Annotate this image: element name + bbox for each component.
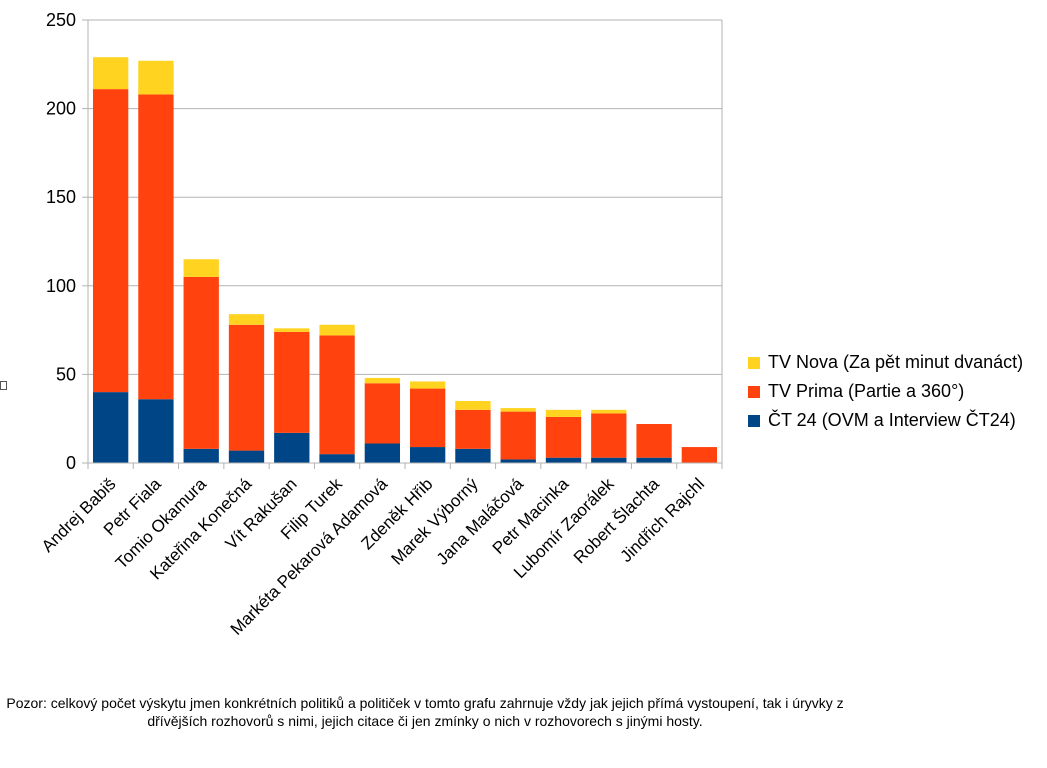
grid-lines — [88, 19, 722, 464]
legend-swatch-prima — [748, 385, 760, 398]
bar-segment-nova-7 — [409, 381, 446, 389]
bar-segment-ct24-10 — [545, 457, 582, 463]
legend: TV Nova (Za pět minut dvanáct) TV Prima … — [748, 348, 1023, 435]
bar-segment-nova-6 — [364, 377, 401, 384]
bar-segment-nova-3 — [228, 314, 265, 325]
bar-segment-prima-6 — [364, 383, 401, 444]
y-tick-label: 100 — [46, 276, 76, 296]
bar-segment-ct24-2 — [183, 448, 219, 463]
bar-segment-prima-0 — [92, 89, 129, 393]
bar-segment-prima-3 — [228, 324, 265, 451]
bar-segment-ct24-5 — [319, 454, 355, 463]
legend-item-nova: TV Nova (Za pět minut dvanáct) — [748, 348, 1023, 377]
bar-segment-prima-1 — [138, 94, 174, 400]
y-tick-label: 250 — [46, 10, 76, 30]
y-tick-label: 150 — [46, 187, 76, 207]
bar-segment-nova-5 — [319, 324, 355, 336]
bar-segment-prima-5 — [319, 335, 355, 455]
legend-label-ct24: ČT 24 (OVM a Interview ČT24) — [768, 410, 1016, 430]
bar-segment-prima-2 — [183, 276, 219, 449]
bar-segment-prima-9 — [500, 411, 536, 460]
small-square-marker — [0, 381, 7, 390]
y-tick-labels: 0 50 100 150 200 250 — [46, 10, 76, 473]
y-tick-label: 200 — [46, 99, 76, 119]
bar-segment-prima-8 — [455, 409, 491, 449]
bar-segment-nova-0 — [92, 57, 129, 90]
y-tick-label: 50 — [56, 364, 76, 384]
legend-item-ct24: ČT 24 (OVM a Interview ČT24) — [748, 406, 1023, 435]
bar-segment-prima-7 — [409, 388, 446, 448]
bar-segment-ct24-0 — [92, 392, 129, 463]
bar-segment-nova-9 — [500, 408, 536, 412]
legend-label-nova: TV Nova (Za pět minut dvanáct) — [768, 352, 1024, 372]
y-tick-label: 0 — [66, 453, 76, 473]
bar-segment-ct24-4 — [274, 432, 310, 463]
axes — [82, 19, 723, 469]
bar-segment-nova-11 — [591, 409, 627, 414]
bar-segment-ct24-1 — [138, 399, 174, 463]
legend-swatch-nova — [748, 356, 760, 369]
bar-segment-prima-11 — [591, 413, 627, 458]
footnote: Pozor: celkový počet výskytu jmen konkré… — [6, 695, 844, 729]
bar-segment-nova-4 — [274, 328, 310, 332]
bar-segment-ct24-9 — [500, 459, 536, 463]
legend-label-prima: TV Prima (Partie a 360°) — [768, 381, 965, 401]
bar-segment-ct24-3 — [228, 450, 265, 463]
bar-segment-prima-13 — [681, 447, 718, 463]
bar-segment-ct24-11 — [591, 457, 627, 463]
bar-segment-prima-4 — [274, 331, 310, 433]
bar-segment-prima-12 — [636, 424, 672, 458]
bars — [92, 57, 718, 463]
bar-segment-nova-1 — [138, 60, 174, 95]
bar-segment-ct24-6 — [364, 443, 401, 463]
bar-segment-nova-2 — [183, 259, 219, 277]
legend-swatch-ct24 — [748, 414, 760, 427]
bar-segment-ct24-8 — [455, 448, 491, 463]
bar-segment-nova-8 — [455, 400, 491, 410]
category-label: Andrej Babiš — [38, 474, 120, 556]
bar-segment-nova-10 — [545, 409, 582, 417]
legend-item-prima: TV Prima (Partie a 360°) — [748, 377, 1023, 406]
bar-segment-prima-10 — [545, 416, 582, 458]
bar-segment-ct24-12 — [636, 457, 672, 463]
bar-segment-ct24-7 — [409, 447, 446, 463]
